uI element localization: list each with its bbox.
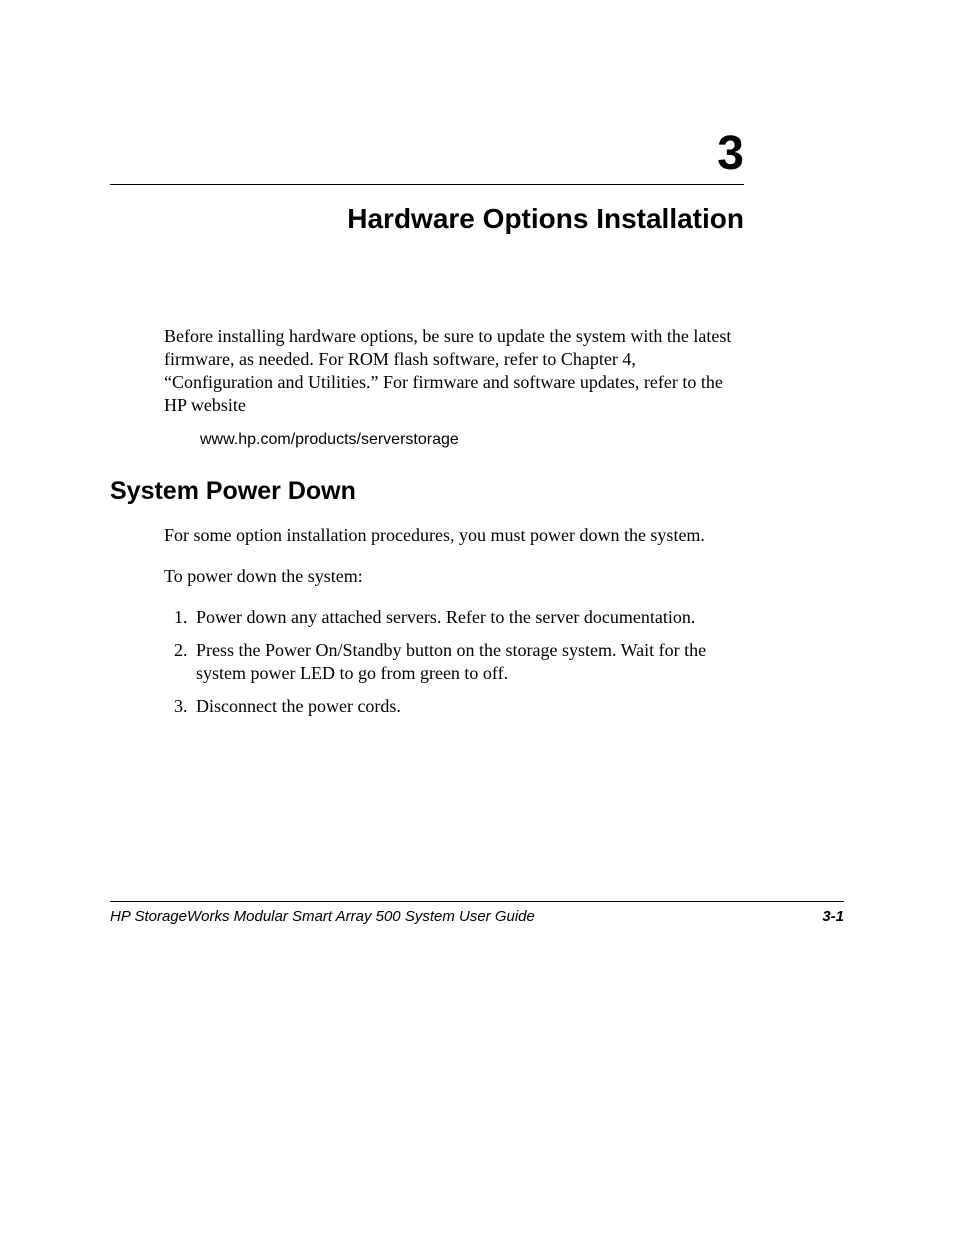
intro-paragraph: Before installing hardware options, be s…	[164, 325, 744, 417]
section-para-2: To power down the system:	[164, 565, 744, 588]
step-item: Press the Power On/Standby button on the…	[192, 639, 744, 685]
page-footer: HP StorageWorks Modular Smart Array 500 …	[110, 901, 844, 925]
chapter-title: Hardware Options Installation	[110, 203, 744, 235]
chapter-number: 3	[110, 130, 844, 178]
section-para-1: For some option installation procedures,…	[164, 524, 744, 547]
footer-rule	[110, 901, 844, 902]
intro-url: www.hp.com/products/serverstorage	[200, 431, 744, 449]
footer-doc-title: HP StorageWorks Modular Smart Array 500 …	[110, 908, 535, 925]
page-container: 3 Hardware Options Installation Before i…	[0, 0, 954, 1235]
step-item: Power down any attached servers. Refer t…	[192, 606, 744, 629]
step-item: Disconnect the power cords.	[192, 695, 744, 718]
footer-line: HP StorageWorks Modular Smart Array 500 …	[110, 908, 844, 925]
chapter-rule	[110, 184, 744, 185]
steps-list: Power down any attached servers. Refer t…	[164, 606, 744, 718]
section-heading: System Power Down	[110, 477, 844, 506]
footer-page-number: 3-1	[822, 908, 844, 925]
